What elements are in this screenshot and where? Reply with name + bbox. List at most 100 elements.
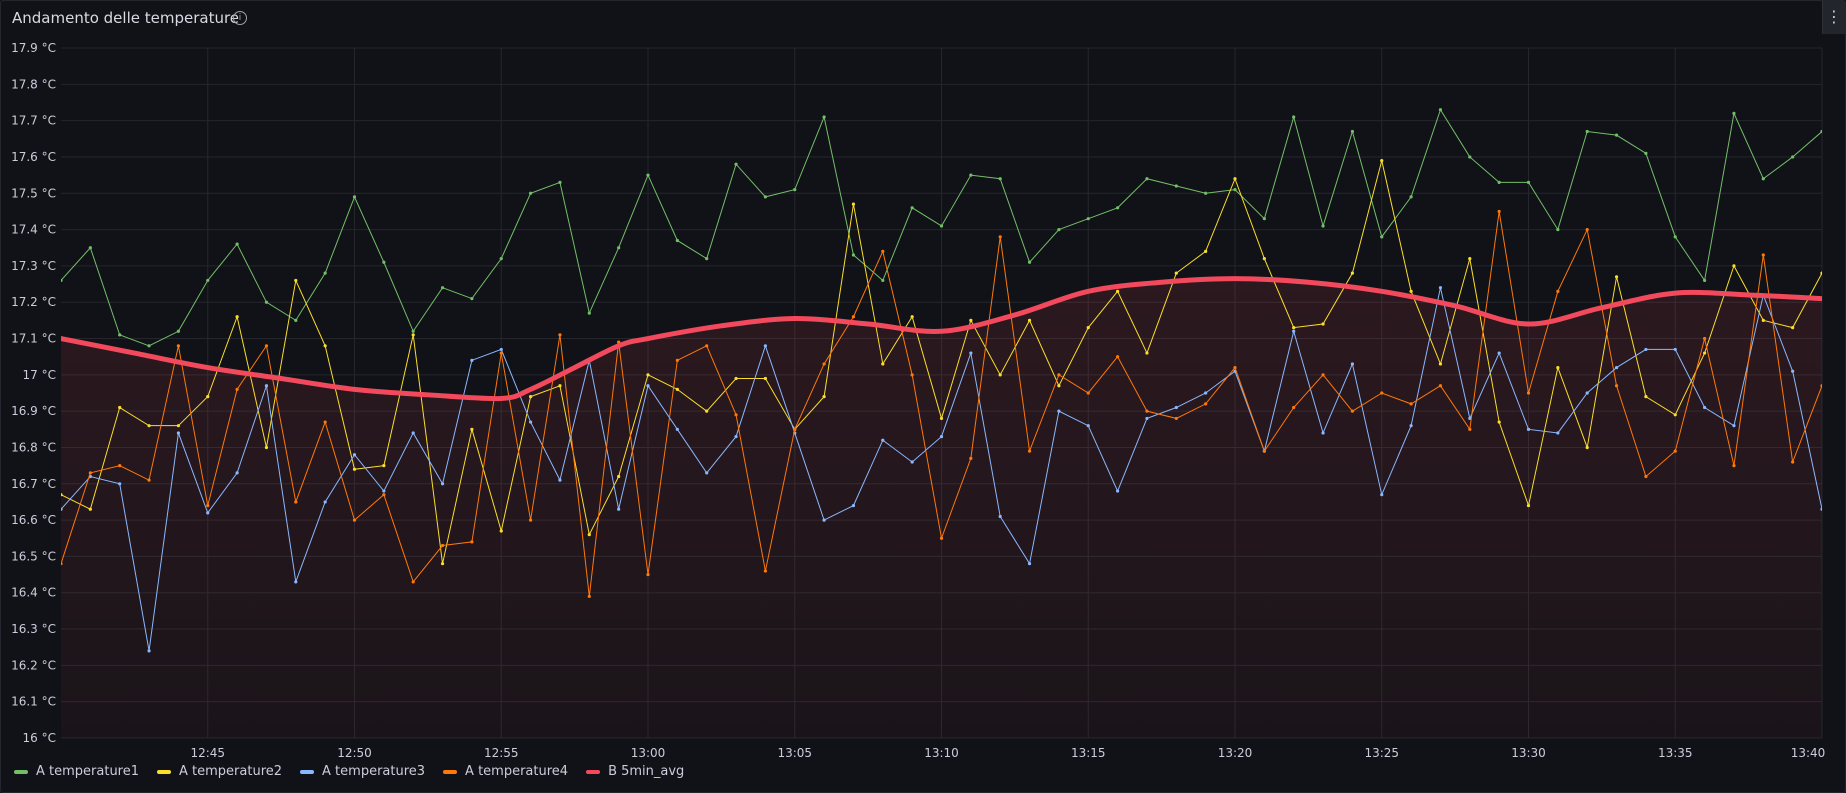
x-tick-label: 12:50 [337,746,372,760]
data-point [411,333,415,337]
data-point [558,478,562,482]
data-point [1350,129,1354,134]
data-point [1145,177,1149,181]
data-point [705,257,709,261]
data-point [470,427,474,431]
data-point [176,431,180,435]
data-point [1791,369,1795,373]
data-point [235,315,239,319]
data-point [1086,217,1090,221]
data-point [1468,257,1472,261]
data-point [1761,253,1765,257]
legend-item[interactable]: A temperature1 [14,764,139,779]
data-point [1145,416,1149,421]
data-point [851,315,856,319]
kebab-menu-icon[interactable]: ⋮ [1822,1,1845,34]
data-point [499,257,503,261]
data-point [147,424,151,428]
legend-label: B 5min_avg [608,764,685,779]
x-tick-label: 12:45 [190,746,225,760]
legend-label: A temperature3 [322,764,426,779]
data-point [352,453,357,457]
data-point [1673,235,1677,239]
y-tick-label: 17.7 °C [11,114,56,128]
data-point [411,580,415,584]
data-point [206,278,210,283]
data-point [88,246,92,250]
data-point [646,373,650,377]
y-tick-label: 16.5 °C [11,549,56,563]
data-point [61,562,63,566]
data-point [294,278,298,283]
data-point [1791,155,1795,159]
y-tick-label: 16.4 °C [11,586,56,600]
legend-item[interactable]: A temperature4 [443,764,568,779]
data-point [529,191,533,195]
data-point [382,493,386,497]
panel-header: Andamento delle temperature i ⋮ [1,1,1845,35]
data-point [1116,206,1120,210]
chart-svg[interactable]: 16 °C 16.1 °C 16.2 °C 16.3 °C 16.4 °C 16.5 °C… [0,0,1846,760]
data-point [235,242,239,246]
data-point [1204,191,1208,195]
data-point [705,471,709,475]
data-point [1174,271,1178,275]
data-point [1350,362,1354,366]
data-point [1526,391,1531,395]
legend-item[interactable]: A temperature2 [157,764,282,779]
y-tick-label: 16.3 °C [11,622,56,636]
data-point [1703,351,1707,355]
data-point [1820,507,1822,511]
data-point [1556,289,1560,293]
y-tick-label: 16.1 °C [11,695,56,709]
data-point [1027,449,1032,453]
y-tick-label: 17.3 °C [11,259,56,273]
data-point [61,278,63,283]
data-point [1703,336,1707,341]
data-point [1556,431,1560,435]
data-point [1644,347,1648,352]
data-point [793,188,797,192]
data-point [939,434,944,439]
data-point [1233,188,1237,192]
data-point [969,351,973,355]
data-point [646,384,650,388]
legend-swatch [443,769,458,774]
data-point [118,333,122,337]
data-point [147,344,151,348]
data-point [675,427,679,431]
data-point [939,416,944,421]
data-point [1791,460,1795,464]
data-point [411,329,415,333]
data-point [440,562,445,566]
data-point [910,373,914,377]
data-point [1673,347,1677,352]
data-point [440,482,445,486]
data-point [1409,424,1413,428]
data-point [558,333,562,337]
data-point [1292,405,1296,410]
data-point [176,424,180,428]
y-tick-label: 16 °C [23,731,56,745]
data-point [1380,391,1384,395]
data-point [998,514,1002,519]
data-point [675,387,679,391]
data-point [1321,322,1325,326]
data-point [61,493,63,497]
data-point [1204,391,1208,395]
data-point [1292,115,1296,119]
legend-item[interactable]: A temperature3 [300,764,425,779]
data-point [1761,318,1765,322]
data-point [1644,151,1648,155]
data-point [147,649,151,653]
data-point [1761,177,1765,181]
info-icon[interactable]: i [233,11,247,25]
data-point [352,518,357,522]
data-point [998,373,1002,377]
data-point [118,405,122,410]
x-tick-label: 13:05 [777,746,812,760]
data-point [1350,271,1354,275]
data-point [1526,180,1531,184]
legend-item[interactable]: B 5min_avg [586,764,684,779]
data-point [998,235,1002,239]
